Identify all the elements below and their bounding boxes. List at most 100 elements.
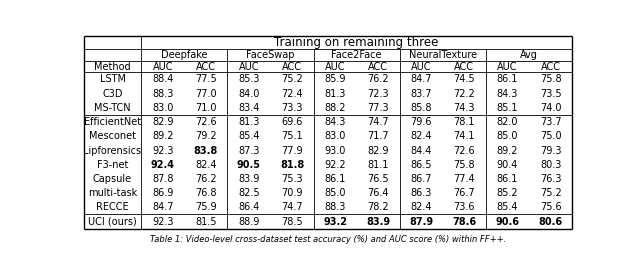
Text: 76.5: 76.5 [367,174,389,184]
Text: 83.0: 83.0 [324,131,346,141]
Text: 83.9: 83.9 [238,174,260,184]
Text: 84.3: 84.3 [324,117,346,127]
Text: 93.2: 93.2 [323,217,347,227]
Text: 76.3: 76.3 [540,174,561,184]
Text: LSTM: LSTM [100,75,125,84]
Text: 90.5: 90.5 [237,160,261,170]
Text: NeuralTexture: NeuralTexture [409,50,477,60]
Text: 85.4: 85.4 [238,131,260,141]
Text: 81.8: 81.8 [280,160,304,170]
Text: 86.3: 86.3 [411,188,432,198]
Text: 78.5: 78.5 [281,217,303,227]
Text: 74.0: 74.0 [540,103,561,113]
Text: 82.5: 82.5 [238,188,260,198]
Text: 84.3: 84.3 [497,89,518,99]
Text: Table 1: Video-level cross-dataset test accuracy (%) and AUC score (%) within FF: Table 1: Video-level cross-dataset test … [150,235,506,244]
Text: RECCE: RECCE [96,202,129,213]
Text: 70.9: 70.9 [282,188,303,198]
Text: 93.0: 93.0 [324,145,346,156]
Text: 86.1: 86.1 [497,174,518,184]
Text: 74.1: 74.1 [454,131,475,141]
Text: Mesconet: Mesconet [89,131,136,141]
Text: 88.9: 88.9 [238,217,260,227]
Text: 83.9: 83.9 [366,217,390,227]
Text: 88.3: 88.3 [324,202,346,213]
Text: 71.7: 71.7 [367,131,389,141]
Text: EfficientNet: EfficientNet [84,117,141,127]
Text: 78.6: 78.6 [452,217,476,227]
Text: UCI (ours): UCI (ours) [88,217,137,227]
Text: 72.2: 72.2 [454,89,476,99]
Text: 77.4: 77.4 [454,174,476,184]
Text: 85.1: 85.1 [497,103,518,113]
Text: 75.6: 75.6 [540,202,561,213]
Text: 92.2: 92.2 [324,160,346,170]
Text: 83.0: 83.0 [152,103,173,113]
Text: 84.0: 84.0 [238,89,260,99]
Text: 87.3: 87.3 [238,145,260,156]
Text: 79.6: 79.6 [411,117,432,127]
Text: 85.8: 85.8 [411,103,432,113]
Text: 75.9: 75.9 [195,202,217,213]
Text: Avg: Avg [520,50,538,60]
Text: AUC: AUC [325,62,346,71]
Text: 87.9: 87.9 [409,217,433,227]
Text: 69.6: 69.6 [282,117,303,127]
Text: 86.5: 86.5 [411,160,432,170]
Text: 73.5: 73.5 [540,89,561,99]
Text: 90.4: 90.4 [497,160,518,170]
Text: 86.7: 86.7 [411,174,432,184]
Text: 84.7: 84.7 [152,202,173,213]
Text: AUC: AUC [239,62,259,71]
Text: 88.4: 88.4 [152,75,173,84]
Text: 74.5: 74.5 [454,75,476,84]
Text: 73.7: 73.7 [540,117,561,127]
Text: 80.6: 80.6 [538,217,563,227]
Text: 72.4: 72.4 [281,89,303,99]
Text: 92.3: 92.3 [152,217,173,227]
Text: 84.7: 84.7 [411,75,432,84]
Text: 92.3: 92.3 [152,145,173,156]
Text: 90.6: 90.6 [495,217,520,227]
Text: Face2Face: Face2Face [332,50,382,60]
Text: Lipforensics: Lipforensics [83,145,141,156]
Text: 86.4: 86.4 [238,202,260,213]
Text: 85.4: 85.4 [497,202,518,213]
Text: AUC: AUC [497,62,518,71]
Text: multi-task: multi-task [88,188,137,198]
Text: 76.2: 76.2 [367,75,389,84]
Text: 79.2: 79.2 [195,131,217,141]
Text: MS-TCN: MS-TCN [94,103,131,113]
Text: 85.0: 85.0 [324,188,346,198]
Text: 81.3: 81.3 [324,89,346,99]
Text: 92.4: 92.4 [151,160,175,170]
Text: 75.2: 75.2 [540,188,561,198]
Text: 75.1: 75.1 [281,131,303,141]
Text: 85.2: 85.2 [497,188,518,198]
Text: 82.0: 82.0 [497,117,518,127]
Text: Training on remaining three: Training on remaining three [275,36,439,49]
Text: 83.7: 83.7 [411,89,432,99]
Text: 82.4: 82.4 [411,131,432,141]
Text: Method: Method [94,62,131,71]
Text: 77.5: 77.5 [195,75,217,84]
Text: 82.4: 82.4 [411,202,432,213]
Text: 76.2: 76.2 [195,174,217,184]
Text: 81.5: 81.5 [195,217,216,227]
Text: 74.7: 74.7 [281,202,303,213]
Text: 83.4: 83.4 [238,103,260,113]
Text: 88.3: 88.3 [152,89,173,99]
Text: 88.2: 88.2 [324,103,346,113]
Text: 79.3: 79.3 [540,145,561,156]
Text: ACC: ACC [196,62,216,71]
Text: Capsule: Capsule [93,174,132,184]
Text: 74.3: 74.3 [454,103,475,113]
Text: 73.6: 73.6 [454,202,475,213]
Text: 78.1: 78.1 [454,117,475,127]
Text: 81.3: 81.3 [238,117,260,127]
Text: 85.9: 85.9 [324,75,346,84]
Text: 82.4: 82.4 [195,160,216,170]
Text: 83.8: 83.8 [194,145,218,156]
Text: F3-net: F3-net [97,160,128,170]
Text: ACC: ACC [541,62,561,71]
